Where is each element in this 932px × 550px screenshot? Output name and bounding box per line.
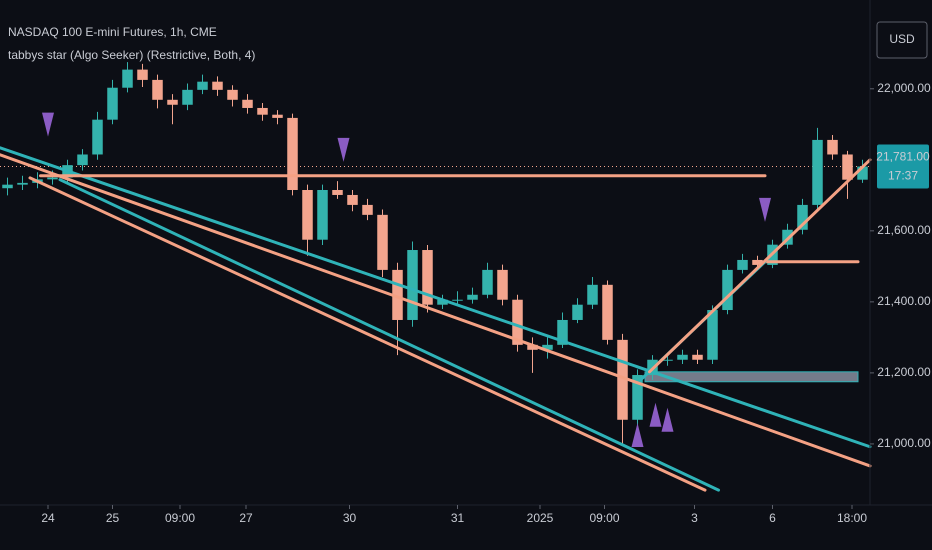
price-tag-label: 21,781.00 (876, 150, 930, 164)
candle-body (512, 299, 523, 345)
signal-triangle (337, 137, 350, 162)
candle-body (467, 294, 478, 300)
candle-body (722, 269, 733, 311)
chart-title: NASDAQ 100 E-mini Futures, 1h, CME (8, 25, 217, 39)
candle-body (392, 269, 403, 320)
signal-triangle (649, 402, 662, 427)
trend-line (28, 176, 707, 492)
y-tick-label: 21,000.00 (877, 436, 931, 450)
x-tick-label: 18:00 (837, 511, 867, 525)
candle-body (602, 284, 613, 340)
trend-line (0, 146, 872, 449)
candle-body (527, 344, 538, 350)
candle-body (407, 250, 418, 320)
x-tick-label: 09:00 (589, 511, 619, 525)
y-tick-label: 21,200.00 (877, 365, 931, 379)
x-tick-label: 09:00 (165, 511, 195, 525)
candle-body (482, 269, 493, 295)
candle-body (212, 81, 223, 90)
candle-body (437, 299, 448, 305)
candle-body (842, 154, 853, 180)
candle-body (362, 204, 373, 215)
candle-body (107, 87, 118, 120)
x-tick-label: 24 (41, 511, 55, 525)
indicator-label: tabbys star (Algo Seeker) (Restrictive, … (8, 48, 255, 62)
trend-line (0, 153, 872, 468)
x-tick-label: 31 (451, 511, 465, 525)
candle-body (497, 269, 508, 300)
candle-body (2, 184, 13, 189)
candle-body (302, 189, 313, 240)
candle-body (242, 99, 253, 108)
price-tag (877, 144, 929, 189)
currency-label[interactable]: USD (889, 32, 915, 46)
signal-triangle (661, 407, 674, 432)
candle-body (737, 259, 748, 270)
candle-body (92, 119, 103, 155)
y-tick-label: 21,600.00 (877, 223, 931, 237)
candle-body (257, 107, 268, 115)
candle-body (347, 194, 358, 205)
candle-body (827, 139, 838, 155)
candle-body (197, 81, 208, 90)
candle-body (542, 344, 553, 350)
trend-line (58, 178, 720, 492)
candle-body (677, 354, 688, 360)
y-tick-label: 22,000.00 (877, 81, 931, 95)
candle-body (617, 339, 628, 420)
candle-body (317, 189, 328, 240)
currency-button[interactable] (876, 21, 928, 59)
candle-body (557, 319, 568, 345)
candle-body (692, 354, 703, 360)
candle-body (632, 375, 643, 420)
trend-line (648, 158, 872, 374)
x-tick-label: 30 (343, 511, 357, 525)
countdown-label: 17:37 (888, 169, 918, 183)
candle-body (167, 99, 178, 105)
signal-triangle (759, 197, 771, 222)
candle-body (17, 182, 28, 185)
x-tick-label: 3 (691, 511, 698, 525)
candle-body (797, 204, 808, 230)
x-tick-label: 2025 (527, 511, 554, 525)
candle-body (77, 154, 88, 166)
x-tick-label: 27 (239, 511, 253, 525)
candle-body (752, 259, 763, 265)
candle-body (332, 189, 343, 195)
candle-body (137, 69, 148, 80)
candle-body (47, 177, 58, 180)
candle-body (182, 89, 193, 105)
candle-body (662, 359, 673, 361)
candle-body (812, 139, 823, 205)
candle-body (272, 114, 283, 118)
candle-body (122, 69, 133, 88)
candle-body (152, 79, 163, 100)
candle-body (377, 214, 388, 270)
candle-body (572, 304, 583, 320)
candle-body (707, 310, 718, 360)
y-tick-label: 21,400.00 (877, 294, 931, 308)
x-tick-label: 6 (769, 511, 776, 525)
signal-triangle (42, 112, 54, 137)
signal-triangle (631, 423, 644, 448)
x-tick-label: 25 (106, 511, 120, 525)
candle-body (227, 89, 238, 100)
candle-body (287, 117, 298, 190)
candle-body (587, 284, 598, 305)
candle-body (452, 299, 463, 301)
candle-body (857, 166, 868, 180)
candle-body (422, 250, 433, 305)
plot-area (0, 62, 872, 492)
